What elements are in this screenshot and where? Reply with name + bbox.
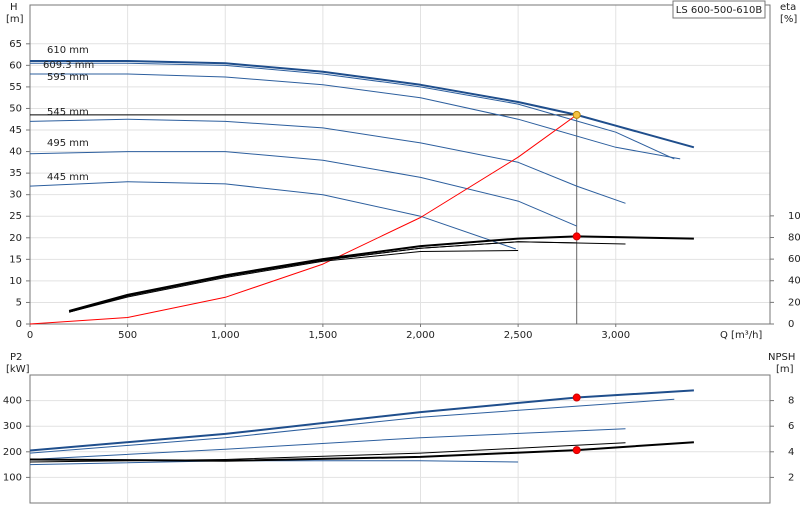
curve [29,118,626,204]
y-tick-label: 400 [3,396,22,407]
y2-tick-label: 100 [788,211,800,222]
plot-frame [29,374,771,504]
curve [29,114,577,325]
y-tick-label: 100 [3,472,22,483]
y2-axis-unit: [%] [780,14,797,25]
x-tick-label: 2,000 [406,330,435,341]
y-tick-label: 20 [9,233,22,244]
chart-title: LS 600-500-610B [676,5,763,16]
y2-tick-label: 8 [788,396,794,407]
y-tick-label: 300 [3,421,22,432]
y-tick-label: 15 [9,254,22,265]
curve-label: 610 mm [47,45,89,56]
y-tick-label: 55 [9,82,22,93]
curve [29,389,694,452]
x-tick-label: 500 [118,330,137,341]
y-axis-unit: [m] [6,14,24,25]
curve-label: 609.3 mm [43,60,94,71]
y-axis-unit: [kW] [6,364,30,375]
y-tick-label: 35 [9,168,22,179]
curve-label: 595 mm [47,72,89,83]
duty-point [572,446,581,455]
y2-tick-label: 60 [788,254,800,265]
y2-tick-label: 20 [788,297,800,308]
y-tick-label: 25 [9,211,22,222]
x-tick-label: 3,000 [601,330,630,341]
y2-tick-label: 4 [788,447,794,458]
x-tick-label: 0 [27,330,33,341]
curve [30,73,681,160]
y-tick-label: 200 [3,447,22,458]
x-tick-label: 1,000 [211,330,240,341]
curve [29,151,577,227]
y2-tick-label: 0 [788,319,794,330]
x-axis-label: Q [m³/h] [720,330,762,341]
duty-point [572,110,581,119]
curve [29,181,516,250]
y-tick-label: 0 [16,319,22,330]
title-box [672,0,766,19]
duty-point [572,232,581,241]
y2-tick-label: 80 [788,232,800,243]
curve [29,460,519,466]
x-tick-label: 1,500 [309,330,338,341]
y2-axis-unit: [m] [776,364,794,375]
curve [30,60,695,149]
curve-label: 545 mm [47,107,89,118]
x-tick-label: 2,500 [504,330,533,341]
curve [30,62,675,160]
y-tick-label: 65 [9,39,22,50]
y-axis-label: P2 [10,352,22,363]
curve [68,250,519,313]
curve-label: 445 mm [47,172,89,183]
y-tick-label: 60 [9,60,22,71]
y-tick-label: 45 [9,125,22,136]
y-tick-label: 30 [9,190,22,201]
curve [29,442,626,463]
curve [68,235,694,312]
y-axis-label: H [10,2,18,13]
curve [29,428,626,460]
y2-axis-label: NPSH [768,352,795,363]
curve-label: 495 mm [47,138,89,149]
y-tick-label: 40 [9,147,22,158]
y2-tick-label: 2 [788,472,794,483]
curve [68,241,577,313]
y-tick-label: 50 [9,103,22,114]
y2-tick-label: 6 [788,421,794,432]
y-tick-label: 5 [16,297,22,308]
curve [29,398,675,454]
plot-frame [29,4,771,325]
duty-point [572,393,581,402]
y2-tick-label: 40 [788,276,800,287]
y2-axis-label: eta [780,2,796,13]
y-tick-label: 10 [9,276,22,287]
